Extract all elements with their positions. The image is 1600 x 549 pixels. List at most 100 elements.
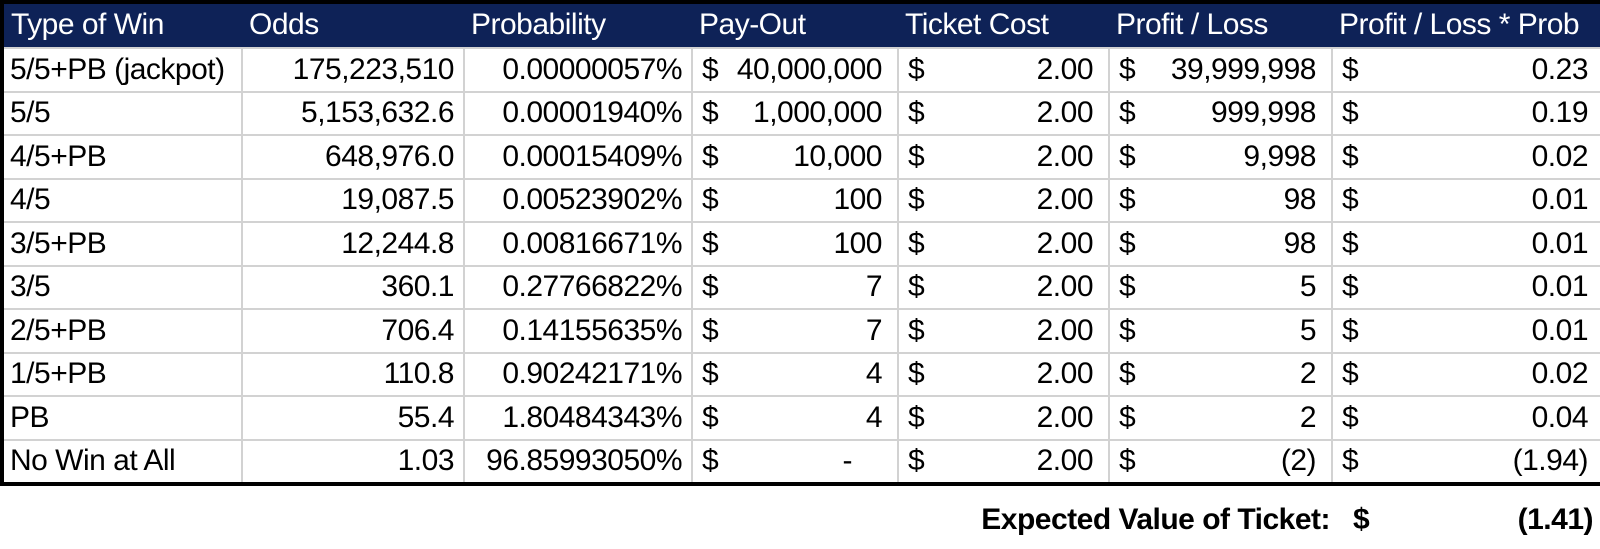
cell-odds[interactable]: 110.8 <box>241 351 465 397</box>
cell-ticket-cost[interactable]: $ 2.00 <box>897 395 1110 441</box>
ticket-cost-value: 2.00 <box>1036 444 1094 478</box>
cell-type-of-win[interactable]: 1/5+PB <box>1 351 243 397</box>
cell-probability[interactable]: 0.00000057% <box>463 47 693 93</box>
cell-profit-loss[interactable]: $ (2) <box>1108 438 1333 485</box>
profit-loss-value: 2 <box>1299 357 1317 391</box>
cell-ticket-cost[interactable]: $ 2.00 <box>897 47 1110 93</box>
cell-type-of-win[interactable]: 5/5 <box>1 90 243 136</box>
cell-profit-loss[interactable]: $ 39,999,998 <box>1108 47 1333 93</box>
column-header-probability[interactable]: Probability <box>464 2 692 49</box>
currency-symbol: $ <box>1119 400 1136 434</box>
cell-profit-loss-prob[interactable]: $ (1.94) <box>1331 438 1600 485</box>
profit-loss-value: 5 <box>1299 313 1317 347</box>
cell-odds[interactable]: 360.1 <box>241 264 465 310</box>
cell-profit-loss-prob[interactable]: $ 0.01 <box>1331 308 1600 354</box>
profit-loss-value: 2 <box>1299 400 1317 434</box>
cell-profit-loss-prob[interactable]: $ 0.19 <box>1331 90 1600 136</box>
table-row: 4/5+PB 648,976.0 0.00015409% $ 10,000 $ … <box>1 134 1600 180</box>
cell-type-of-win[interactable]: PB <box>1 395 243 441</box>
column-header-payout[interactable]: Pay-Out <box>692 2 898 49</box>
currency-symbol: $ <box>908 183 925 217</box>
column-header-profit-loss-prob[interactable]: Profit / Loss * Prob <box>1332 2 1600 49</box>
currency-symbol: $ <box>1342 313 1359 347</box>
table-row: 2/5+PB 706.4 0.14155635% $ 7 $ 2.00 $ 5 <box>1 308 1600 354</box>
cell-ticket-cost[interactable]: $ 2.00 <box>897 90 1110 136</box>
cell-payout[interactable]: $ 10,000 <box>691 134 899 180</box>
column-header-ticket-cost[interactable]: Ticket Cost <box>898 2 1109 49</box>
cell-probability[interactable]: 96.85993050% <box>463 438 693 485</box>
cell-payout[interactable]: $ - <box>691 438 899 485</box>
cell-type-of-win[interactable]: No Win at All <box>1 438 243 485</box>
cell-odds[interactable]: 648,976.0 <box>241 134 465 180</box>
cell-payout[interactable]: $ 7 <box>691 264 899 310</box>
cell-probability[interactable]: 0.00816671% <box>463 221 693 267</box>
cell-type-of-win[interactable]: 2/5+PB <box>1 308 243 354</box>
cell-odds[interactable]: 55.4 <box>241 395 465 441</box>
cell-type-of-win[interactable]: 3/5 <box>1 264 243 310</box>
cell-type-of-win[interactable]: 5/5+PB (jackpot) <box>1 47 243 93</box>
cell-profit-loss-prob[interactable]: $ 0.01 <box>1331 264 1600 310</box>
currency-symbol: $ <box>1342 52 1359 86</box>
currency-symbol: $ <box>702 400 719 434</box>
profit-loss-prob-value: 0.23 <box>1531 52 1589 86</box>
cell-ticket-cost[interactable]: $ 2.00 <box>897 351 1110 397</box>
cell-profit-loss[interactable]: $ 98 <box>1108 221 1333 267</box>
cell-type-of-win[interactable]: 3/5+PB <box>1 221 243 267</box>
cell-ticket-cost[interactable]: $ 2.00 <box>897 134 1110 180</box>
cell-probability[interactable]: 0.90242171% <box>463 351 693 397</box>
payout-value: - <box>842 444 853 478</box>
cell-ticket-cost[interactable]: $ 2.00 <box>897 264 1110 310</box>
cell-odds[interactable]: 706.4 <box>241 308 465 354</box>
cell-profit-loss-prob[interactable]: $ 0.01 <box>1331 177 1600 223</box>
cell-profit-loss[interactable]: $ 9,998 <box>1108 134 1333 180</box>
cell-profit-loss-prob[interactable]: $ 0.02 <box>1331 134 1600 180</box>
cell-probability[interactable]: 1.80484343% <box>463 395 693 441</box>
expected-value-amount: (1.41) <box>1517 503 1594 536</box>
currency-symbol: $ <box>1119 270 1136 304</box>
table-row: PB 55.4 1.80484343% $ 4 $ 2.00 $ 2 <box>1 395 1600 441</box>
cell-probability[interactable]: 0.00015409% <box>463 134 693 180</box>
cell-ticket-cost[interactable]: $ 2.00 <box>897 308 1110 354</box>
expected-value-cell[interactable]: $ (1.41) <box>1330 503 1600 537</box>
column-header-type-of-win[interactable]: Type of Win <box>2 2 242 49</box>
currency-symbol: $ <box>1342 400 1359 434</box>
cell-profit-loss-prob[interactable]: $ 0.02 <box>1331 351 1600 397</box>
cell-type-of-win[interactable]: 4/5+PB <box>1 134 243 180</box>
cell-probability[interactable]: 0.14155635% <box>463 308 693 354</box>
cell-profit-loss-prob[interactable]: $ 0.04 <box>1331 395 1600 441</box>
cell-odds[interactable]: 12,244.8 <box>241 221 465 267</box>
cell-type-of-win[interactable]: 4/5 <box>1 177 243 223</box>
profit-loss-value: 5 <box>1299 270 1317 304</box>
cell-ticket-cost[interactable]: $ 2.00 <box>897 221 1110 267</box>
ticket-cost-value: 2.00 <box>1036 139 1094 173</box>
cell-probability[interactable]: 0.00523902% <box>463 177 693 223</box>
cell-probability[interactable]: 0.27766822% <box>463 264 693 310</box>
cell-odds[interactable]: 5,153,632.6 <box>241 90 465 136</box>
cell-odds[interactable]: 1.03 <box>241 438 465 485</box>
cell-payout[interactable]: $ 100 <box>691 221 899 267</box>
cell-payout[interactable]: $ 4 <box>691 351 899 397</box>
cell-ticket-cost[interactable]: $ 2.00 <box>897 177 1110 223</box>
cell-profit-loss[interactable]: $ 98 <box>1108 177 1333 223</box>
column-header-profit-loss[interactable]: Profit / Loss <box>1109 2 1332 49</box>
cell-payout[interactable]: $ 100 <box>691 177 899 223</box>
cell-profit-loss[interactable]: $ 5 <box>1108 308 1333 354</box>
cell-profit-loss[interactable]: $ 2 <box>1108 395 1333 441</box>
cell-odds[interactable]: 19,087.5 <box>241 177 465 223</box>
cell-payout[interactable]: $ 7 <box>691 308 899 354</box>
currency-symbol: $ <box>1342 357 1359 391</box>
cell-profit-loss[interactable]: $ 999,998 <box>1108 90 1333 136</box>
currency-symbol: $ <box>1119 313 1136 347</box>
cell-profit-loss-prob[interactable]: $ 0.01 <box>1331 221 1600 267</box>
cell-probability[interactable]: 0.00001940% <box>463 90 693 136</box>
cell-payout[interactable]: $ 40,000,000 <box>691 47 899 93</box>
column-header-odds[interactable]: Odds <box>242 2 464 49</box>
cell-profit-loss[interactable]: $ 5 <box>1108 264 1333 310</box>
cell-ticket-cost[interactable]: $ 2.00 <box>897 438 1110 485</box>
cell-odds[interactable]: 175,223,510 <box>241 47 465 93</box>
cell-profit-loss[interactable]: $ 2 <box>1108 351 1333 397</box>
cell-payout[interactable]: $ 4 <box>691 395 899 441</box>
cell-profit-loss-prob[interactable]: $ 0.23 <box>1331 47 1600 93</box>
table-row: 4/5 19,087.5 0.00523902% $ 100 $ 2.00 $ … <box>1 177 1600 223</box>
cell-payout[interactable]: $ 1,000,000 <box>691 90 899 136</box>
